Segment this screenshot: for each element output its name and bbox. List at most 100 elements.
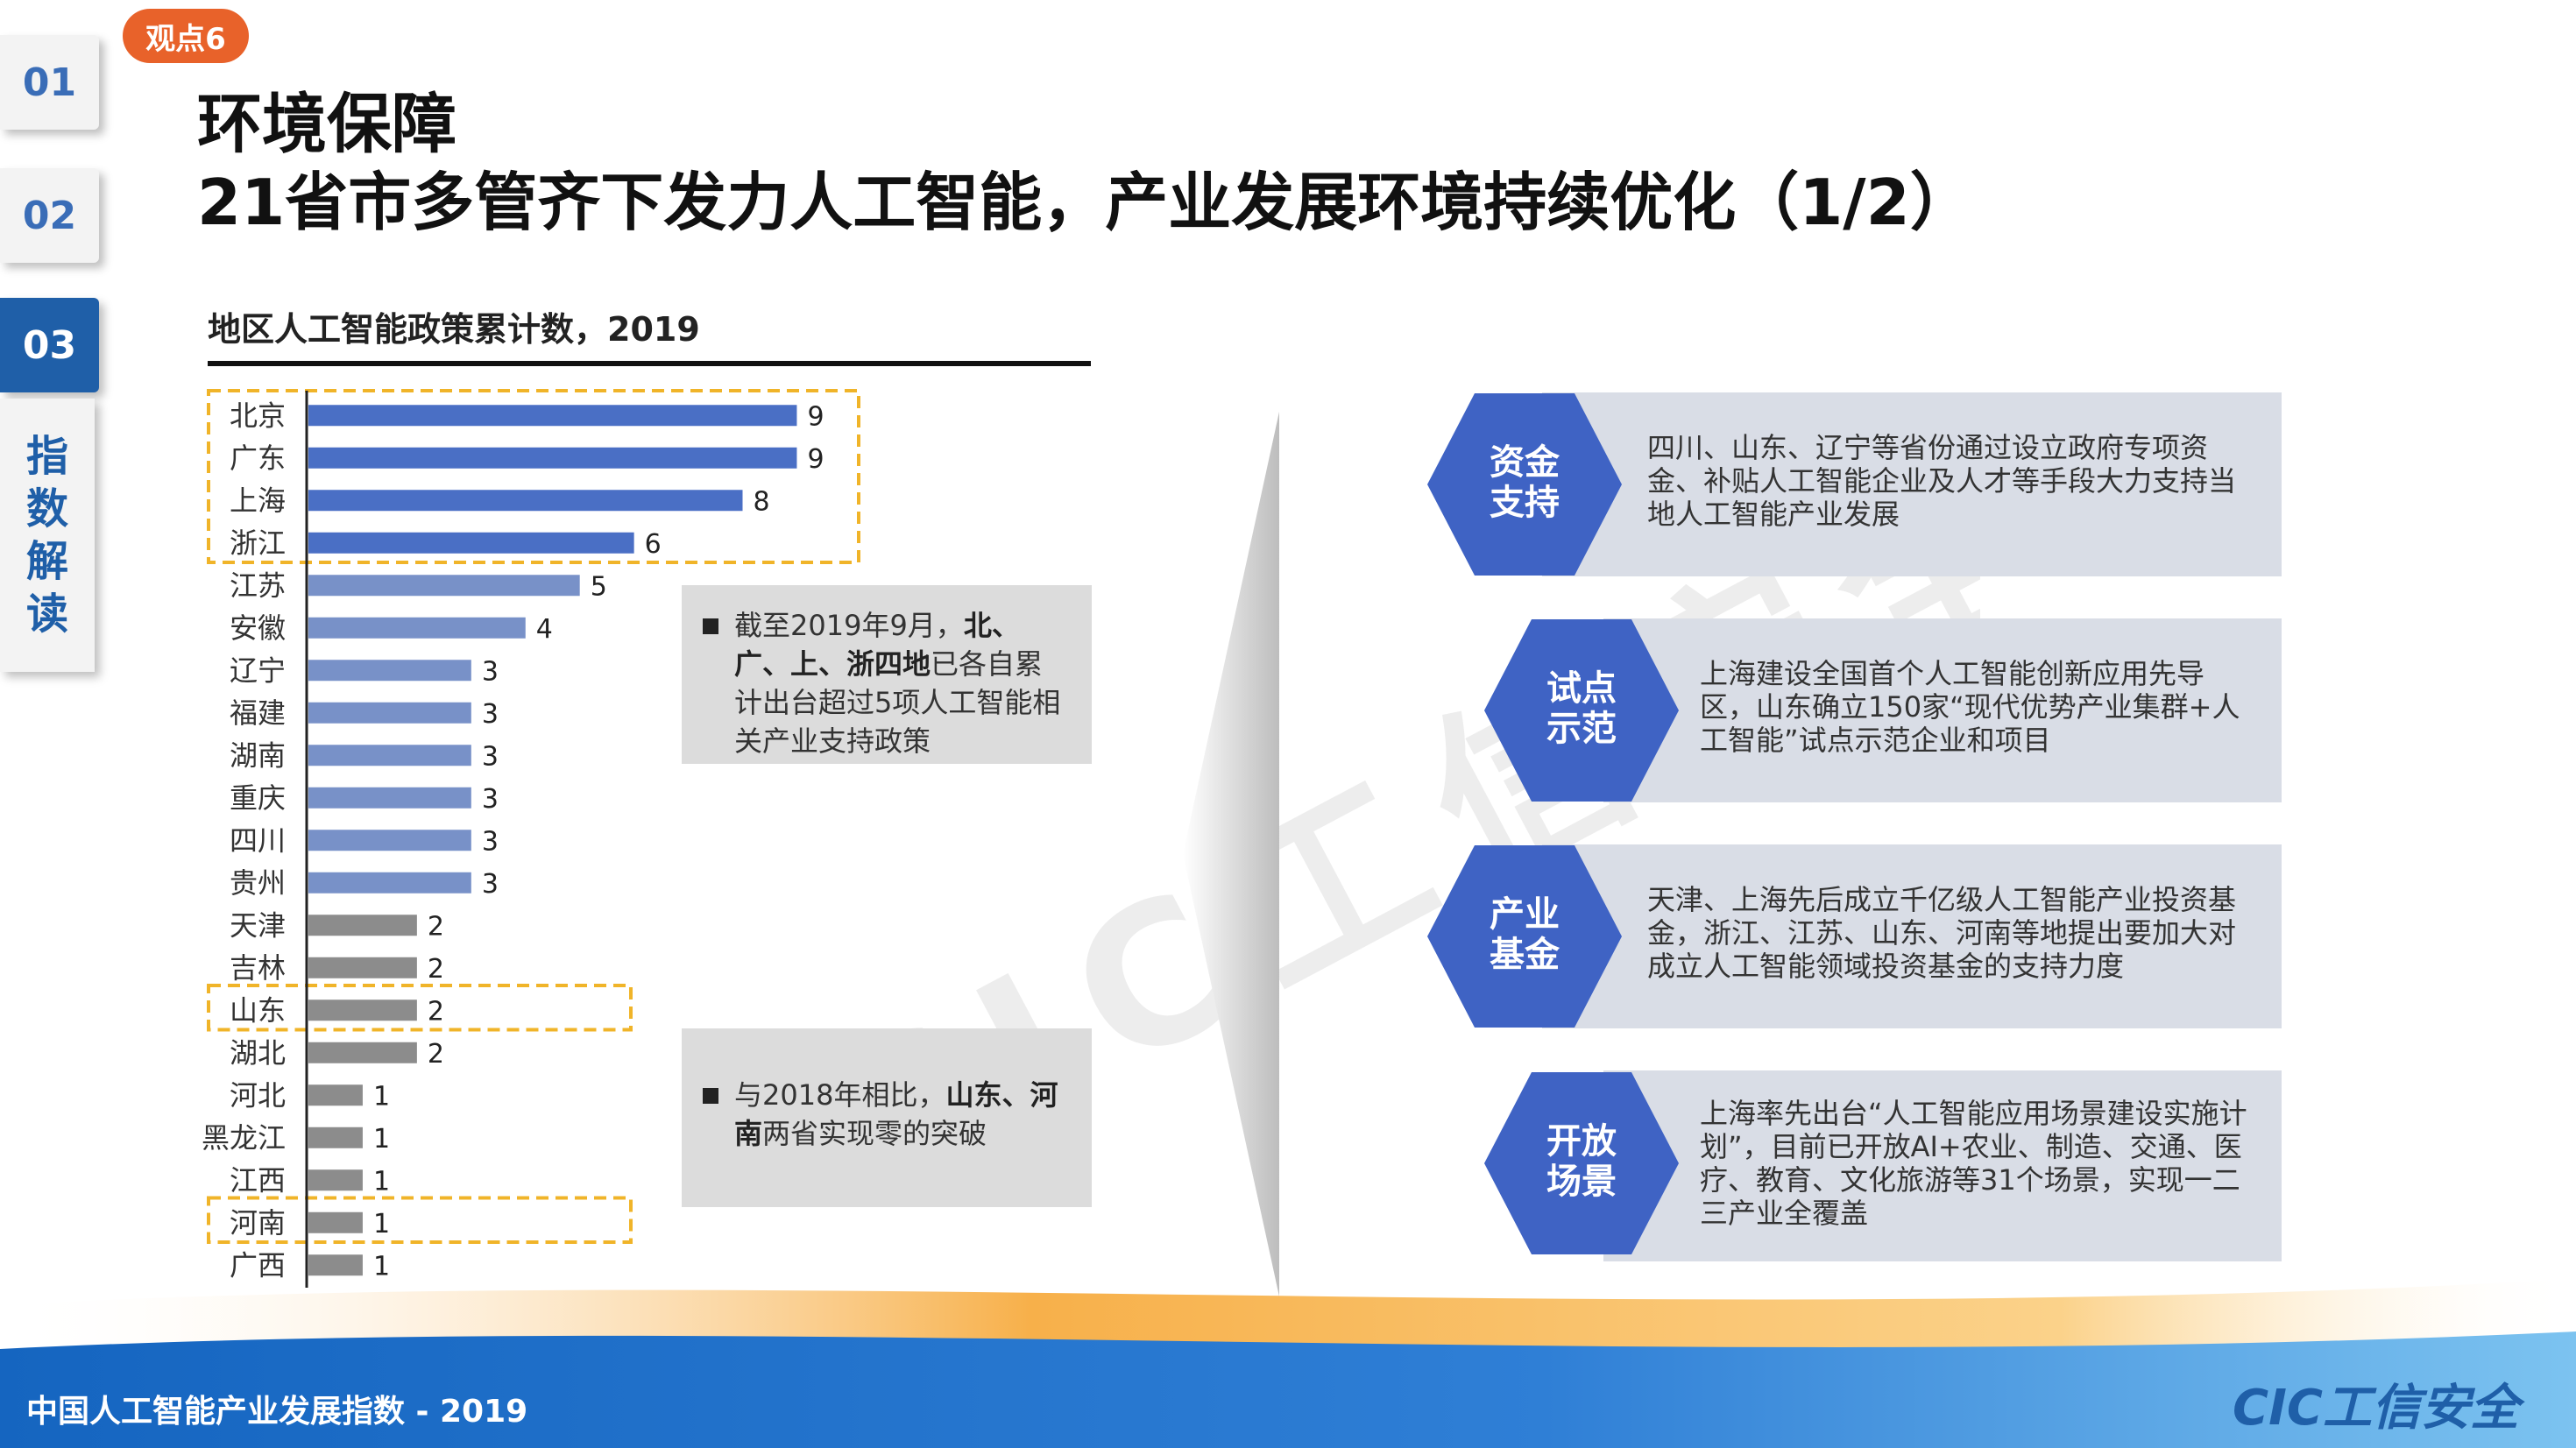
value-label: 2 xyxy=(428,954,444,985)
bar xyxy=(308,1127,363,1148)
hexagon-icon xyxy=(1427,845,1622,1028)
value-label: 2 xyxy=(428,996,444,1027)
hexagon-icon xyxy=(1484,1072,1679,1254)
chart-title-rule xyxy=(208,361,1091,366)
nav-label-char: 解 xyxy=(25,537,68,586)
hex-label-industry-fund: 产业 基金 xyxy=(1450,894,1599,975)
divider-wedge xyxy=(1183,412,1279,1296)
category-label: 湖南 xyxy=(230,738,286,772)
hex-label-line: 场景 xyxy=(1546,1162,1617,1202)
hex-label-funding: 资金 支持 xyxy=(1450,442,1599,523)
nav-label-char: 读 xyxy=(25,590,68,639)
value-label: 3 xyxy=(482,656,499,687)
category-label: 黑龙江 xyxy=(202,1121,286,1155)
nav-tab-03[interactable]: 03 xyxy=(0,298,99,392)
nav-section-label: 指 数 解 读 xyxy=(0,399,95,672)
note2-suffix: 两省实现零的突破 xyxy=(762,1117,987,1150)
bar xyxy=(308,575,580,597)
category-label: 贵州 xyxy=(230,866,286,900)
card-industry-fund: 天津、上海先后成立千亿级人工智能产业投资基金，浙江、江苏、山东、河南等地提出要加… xyxy=(1542,844,2282,1028)
value-label: 3 xyxy=(482,699,499,730)
hex-label-line: 产业 xyxy=(1490,894,1560,935)
hexagon-icon xyxy=(1427,393,1622,576)
bar xyxy=(308,1254,363,1276)
card-funding: 四川、山东、辽宁等省份通过设立政府专项资金、补贴人工智能企业及人才等手段大力支持… xyxy=(1542,392,2282,576)
category-label: 湖北 xyxy=(230,1036,286,1070)
card-text: 天津、上海先后成立千亿级人工智能产业投资基金，浙江、江苏、山东、河南等地提出要加… xyxy=(1647,883,2237,983)
card-pilot: 上海建设全国首个人工智能创新应用先导区，山东确立150家“现代优势产业集群+人工… xyxy=(1603,618,2282,802)
bar xyxy=(308,999,417,1021)
bar xyxy=(308,787,471,809)
bar xyxy=(308,915,417,936)
bar xyxy=(308,490,743,512)
hex-label-open-scenes: 开放 场景 xyxy=(1507,1121,1656,1202)
bar xyxy=(308,617,526,639)
bar xyxy=(308,1211,363,1233)
note2-prefix: 与2018年相比， xyxy=(734,1078,946,1112)
note1-prefix: 截至2019年9月， xyxy=(734,609,964,642)
value-label: 4 xyxy=(536,614,553,645)
hex-label-pilot: 试点 示范 xyxy=(1507,668,1656,749)
value-label: 5 xyxy=(591,571,607,602)
category-label: 广西 xyxy=(230,1248,286,1282)
note-box-1: 截至2019年9月，北、广、上、浙四地已各自累计出台超过5项人工智能相关产业支持… xyxy=(682,585,1092,764)
bar xyxy=(308,745,471,766)
category-label: 广东 xyxy=(230,441,286,475)
note1-suffix: 已各自累计出台超过5项人工智能相关产业支持政策 xyxy=(734,647,1061,758)
bar xyxy=(308,702,471,724)
hex-label-line: 支持 xyxy=(1490,483,1560,523)
category-label: 北京 xyxy=(230,399,286,432)
hex-label-line: 基金 xyxy=(1490,935,1560,975)
bar xyxy=(308,957,417,978)
value-label: 1 xyxy=(373,1209,390,1240)
highlight-box-shandong xyxy=(207,984,633,1032)
nav-tab-01[interactable]: 01 xyxy=(0,35,99,130)
nav-tab-02[interactable]: 02 xyxy=(0,168,99,263)
bullet-square-icon xyxy=(703,618,718,634)
category-label: 重庆 xyxy=(230,781,286,815)
chart-title: 地区人工智能政策累计数，2019 xyxy=(208,310,700,349)
value-label: 3 xyxy=(482,826,499,857)
highlight-box-top4 xyxy=(207,389,860,564)
value-label: 1 xyxy=(373,1081,390,1112)
value-label: 9 xyxy=(807,401,824,432)
bullet-square-icon xyxy=(703,1088,718,1104)
card-text: 四川、山东、辽宁等省份通过设立政府专项资金、补贴人工智能企业及人才等手段大力支持… xyxy=(1647,431,2237,531)
category-label: 辽宁 xyxy=(230,653,286,687)
category-label: 上海 xyxy=(230,484,286,517)
category-label: 安徽 xyxy=(230,611,286,645)
bar xyxy=(308,405,797,427)
category-label: 福建 xyxy=(230,696,286,730)
value-label: 1 xyxy=(373,1124,390,1155)
category-label: 吉林 xyxy=(230,951,286,985)
value-label: 1 xyxy=(373,1251,390,1282)
viewpoint-badge: 观点6 xyxy=(123,9,249,63)
hex-label-line: 示范 xyxy=(1546,709,1617,749)
category-label: 天津 xyxy=(230,908,286,942)
hex-label-line: 试点 xyxy=(1546,668,1617,709)
value-label: 9 xyxy=(807,444,824,475)
card-text: 上海建设全国首个人工智能创新应用先导区，山东确立150家“现代优势产业集群+人工… xyxy=(1700,657,2240,757)
note2-bold: 山东、河南 xyxy=(734,1078,1058,1150)
page-title: 环境保障 xyxy=(197,87,456,162)
hex-label-line: 开放 xyxy=(1546,1121,1617,1162)
value-label: 3 xyxy=(482,869,499,900)
footer-title: 中国人工智能产业发展指数 - 2019 xyxy=(26,1394,528,1430)
nav-label-char: 数 xyxy=(25,484,68,533)
page-subtitle: 21省市多管齐下发力人工智能，产业发展环境持续优化（1/2） xyxy=(197,166,1973,239)
value-label: 2 xyxy=(428,911,444,942)
bar xyxy=(308,447,797,469)
note-box-2: 与2018年相比，山东、河南两省实现零的突破 xyxy=(682,1028,1092,1207)
hexagon-icon xyxy=(1484,619,1679,802)
value-label: 3 xyxy=(482,784,499,815)
category-label: 山东 xyxy=(230,993,286,1027)
bar xyxy=(308,660,471,682)
category-label: 河南 xyxy=(230,1206,286,1240)
value-label: 2 xyxy=(428,1039,444,1070)
value-label: 1 xyxy=(373,1166,390,1197)
cic-logo: CIC工信安全 xyxy=(2233,1380,2520,1437)
bar xyxy=(308,1084,363,1106)
footer-band xyxy=(0,1279,2576,1448)
value-label: 6 xyxy=(645,529,662,560)
category-label: 四川 xyxy=(230,823,286,857)
